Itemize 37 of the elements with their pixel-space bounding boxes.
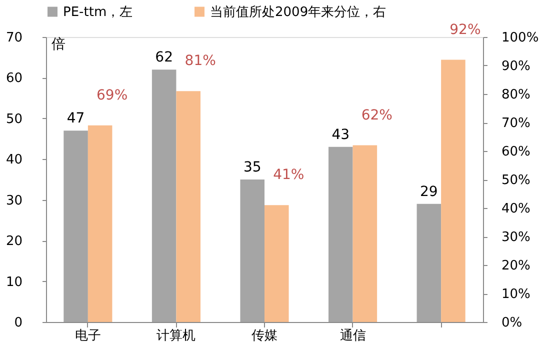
x-tick-label: 电子 [74, 328, 101, 344]
data-label: 41% [273, 167, 304, 184]
legend-label: PE-ttm，左 [63, 4, 133, 20]
y2-tick-label: 40% [502, 202, 530, 216]
y2-tick-label: 50% [502, 173, 530, 188]
data-label: 43 [332, 126, 350, 143]
data-label: 29 [420, 184, 438, 200]
y2-tick-label: 70% [502, 116, 530, 131]
y-tick-label: 20 [6, 234, 22, 250]
data-label: 62 [155, 50, 173, 66]
data-label: 47 [66, 110, 85, 127]
y2-tick-label: 90% [502, 59, 530, 74]
bar [441, 60, 466, 322]
y-tick-label: 0 [14, 316, 22, 330]
y2-tick-label: 30% [502, 230, 530, 245]
data-label: 35 [243, 160, 262, 176]
y2-tick-label: 10% [502, 287, 530, 302]
y2-tick-label: 60% [502, 144, 530, 160]
y-tick-label: 10 [6, 274, 22, 290]
y-tick-label: 60 [6, 71, 22, 86]
legend-label: 当前值所处2009年来分位，右 [210, 4, 386, 20]
data-label: 92% [450, 22, 481, 38]
y2-tick-label: 20% [502, 258, 530, 274]
y-tick-label: 30 [6, 193, 22, 208]
y2-tick-label: 80% [502, 88, 530, 102]
y-tick-label: 40 [6, 152, 22, 168]
y-axis-title: 倍 [52, 36, 66, 52]
y-tick-label: 50 [6, 112, 22, 127]
data-label: 69% [96, 87, 128, 104]
data-label: 62% [361, 107, 392, 124]
x-tick-label: 传媒 [252, 328, 278, 344]
y2-tick-label: 0% [502, 316, 522, 330]
y-tick-label: 70 [6, 30, 22, 46]
x-tick-label: 通信 [340, 328, 366, 344]
x-tick-label: 计算机 [156, 328, 196, 344]
data-label: 81% [184, 53, 216, 70]
y2-tick-label: 100% [502, 30, 539, 46]
